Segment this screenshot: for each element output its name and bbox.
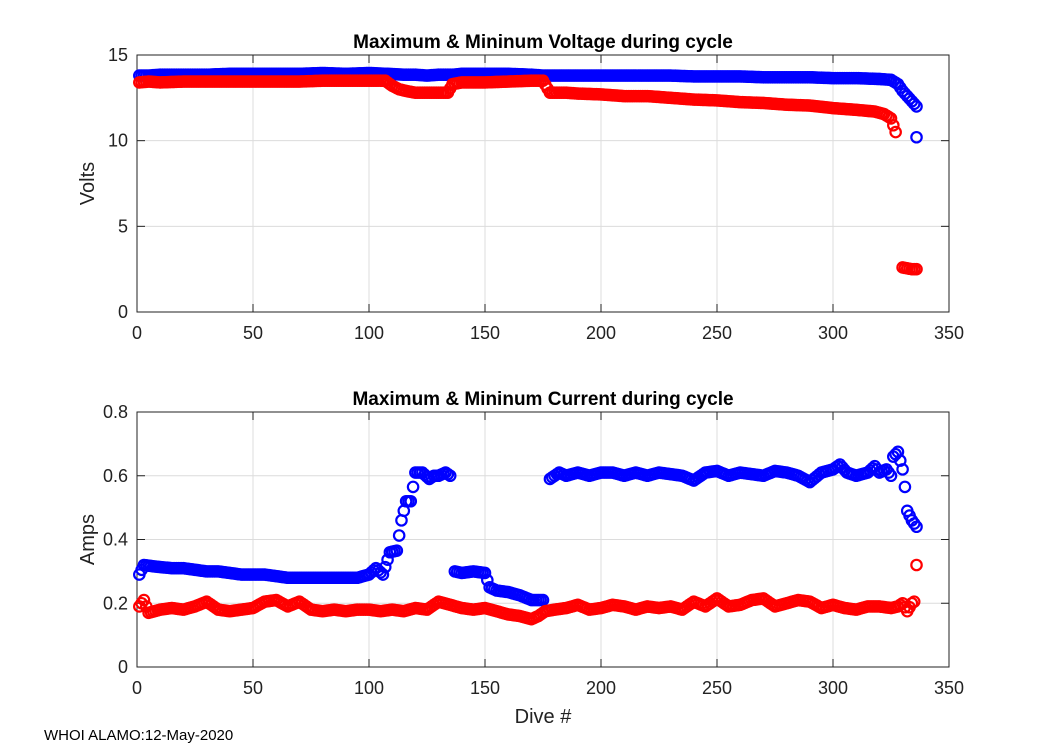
current-ytick-label: 0.2 <box>103 593 128 613</box>
voltage-minimum-point <box>889 125 902 139</box>
voltage-xtick-label: 250 <box>702 323 732 343</box>
current-minimum-point <box>905 596 919 610</box>
current-maximum-point <box>898 480 912 494</box>
current-maximum-point <box>536 593 550 607</box>
current-xtick-label: 200 <box>586 678 616 698</box>
current-chart-title: Maximum & Mininum Current during cycle <box>352 389 733 410</box>
voltage-xtick-label: 350 <box>934 323 964 343</box>
voltage-xtick-label: 100 <box>354 323 384 343</box>
current-maximum-point <box>884 469 898 483</box>
current-maximum-point <box>891 445 905 459</box>
current-maximum-point <box>893 454 907 467</box>
current-maximum-point <box>376 568 390 581</box>
current-maximum-point <box>392 529 406 542</box>
current-maximum-point <box>390 544 404 557</box>
current-ytick-label: 0.8 <box>103 402 128 422</box>
voltage-maximum-point <box>907 97 921 111</box>
voltage-ytick-label: 15 <box>108 45 128 65</box>
current-maximum-point <box>441 467 455 481</box>
current-ytick-label: 0 <box>118 657 128 677</box>
current-maximum-point <box>896 463 909 476</box>
current-xtick-label: 0 <box>132 678 142 698</box>
current-xtick-label: 100 <box>354 678 384 698</box>
current-maximum-point <box>378 560 392 574</box>
current-xtick-label: 300 <box>818 678 848 698</box>
current-minimum-point <box>910 558 923 572</box>
voltage-chart: 0 50 100 150 200 250 300 350 0 5 10 15 Maximum & Min… <box>77 32 964 343</box>
footer-caption: WHOI ALAMO:12-May-2020 <box>44 727 234 744</box>
current-series-maximum <box>133 445 923 607</box>
voltage-xtick-label: 200 <box>586 323 616 343</box>
voltage-ylabel: Volts <box>77 162 99 205</box>
current-maximum-point <box>404 494 418 508</box>
voltage-xtick-label: 0 <box>132 323 142 343</box>
voltage-ytick-label: 0 <box>118 302 128 322</box>
current-xtick-label: 250 <box>702 678 732 698</box>
voltage-axes-frame <box>136 54 950 313</box>
current-chart: 0 50 100 150 200 250 300 350 0 0.2 0.4 0.6 0.8 Maximu… <box>77 389 964 728</box>
voltage-minimum-point <box>910 262 923 276</box>
voltage-xtick-label: 300 <box>818 323 848 343</box>
current-maximum-point <box>443 469 457 483</box>
voltage-minimum-point <box>884 112 898 125</box>
voltage-xtick-label: 50 <box>243 323 263 343</box>
voltage-maximum-point <box>910 100 923 113</box>
voltage-series-minimum <box>133 74 923 276</box>
current-xtick-label: 50 <box>243 678 263 698</box>
voltage-maximum-point <box>910 130 923 144</box>
current-minimum-point <box>137 593 151 607</box>
voltage-xtick-label: 150 <box>470 323 500 343</box>
current-xtick-label: 150 <box>470 678 500 698</box>
voltage-ytick-label: 5 <box>118 216 128 236</box>
current-maximum-point <box>478 566 492 580</box>
voltage-chart-title: Maximum & Mininum Voltage during cycle <box>353 32 733 53</box>
voltage-ytick-label: 10 <box>108 131 128 151</box>
current-series-minimum <box>133 558 923 626</box>
current-ytick-label: 0.6 <box>103 466 128 486</box>
current-xlabel: Dive # <box>515 706 573 728</box>
current-minimum-point <box>907 595 921 608</box>
current-maximum-point <box>907 517 921 530</box>
current-ytick-label: 0.4 <box>103 530 128 550</box>
current-maximum-point <box>882 466 895 479</box>
current-xtick-label: 350 <box>934 678 964 698</box>
current-ylabel: Amps <box>77 514 99 565</box>
current-maximum-point <box>406 480 420 494</box>
voltage-minimum-point <box>887 118 900 132</box>
voltage-plot-area <box>137 55 949 312</box>
current-maximum-point <box>910 520 923 534</box>
